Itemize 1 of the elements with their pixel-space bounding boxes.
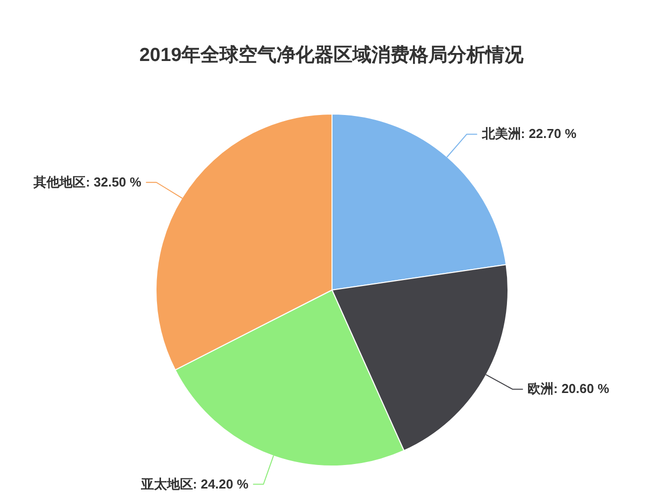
title: 2019年全球空气净化器区域消费格局分析情况 bbox=[139, 45, 524, 66]
